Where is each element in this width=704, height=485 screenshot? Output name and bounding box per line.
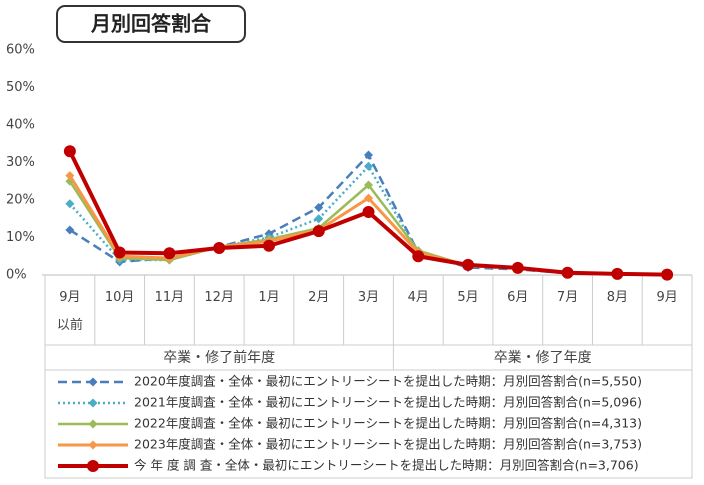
point [63, 145, 76, 158]
x-tick-label: 6月 [507, 290, 528, 305]
point [113, 246, 126, 259]
y-tick-label: 20% [6, 193, 35, 208]
x-tick-label: 8月 [607, 290, 628, 305]
legend-marker [88, 419, 98, 429]
legend-label: 2021年度調査・全体・最初にエントリーシートを提出した時期：月別回答割合(n=… [134, 395, 642, 410]
title-box [56, 5, 246, 43]
point [262, 239, 275, 252]
point [364, 193, 373, 203]
point [65, 171, 75, 181]
legend-box [44, 369, 693, 479]
point [65, 199, 75, 209]
point [561, 266, 574, 279]
point [364, 161, 373, 171]
legend-label: 今 年 度 調 査・全体・最初にエントリーシートを提出した時期：月別回答割合(n… [134, 458, 639, 473]
x-tick-label: 9月以前 [57, 290, 83, 333]
group-label: 卒業・修了前年度 [163, 349, 275, 366]
legend-label: 2022年度調査・全体・最初にエントリーシートを提出した時期：月別回答割合(n=… [134, 416, 642, 431]
legend-marker [88, 398, 98, 408]
x-tick-label: 11月 [155, 290, 185, 305]
point [661, 268, 674, 281]
point [65, 225, 75, 235]
chart-title: 月別回答割合 [90, 12, 212, 36]
point [462, 258, 475, 271]
y-tick-label: 0% [6, 268, 27, 283]
legend-label: 2023年度調査・全体・最初にエントリーシートを提出した時期：月別回答割合(n=… [134, 437, 642, 452]
y-tick-label: 50% [6, 80, 35, 95]
point [364, 180, 373, 190]
point [362, 206, 375, 218]
x-tick-label: 7月 [557, 290, 578, 305]
legend-marker [87, 460, 99, 472]
x-tick-label: 5月 [457, 290, 478, 305]
point [163, 247, 176, 260]
x-tick-label: 2月 [308, 290, 329, 305]
y-tick-label: 40% [6, 118, 35, 133]
x-tick-label: 10月 [105, 290, 135, 305]
group-label: 卒業・修了年度 [494, 350, 592, 366]
x-tick-label: 1月 [258, 290, 279, 305]
point [213, 242, 226, 254]
y-tick-label: 30% [6, 155, 35, 170]
point [312, 225, 325, 238]
point [364, 150, 373, 160]
point [511, 261, 524, 274]
y-tick-label: 10% [6, 230, 35, 245]
y-tick-label: 60% [6, 43, 35, 58]
point [611, 267, 624, 280]
point [314, 214, 324, 224]
legend-marker [88, 440, 98, 450]
x-tick-label: 4月 [408, 290, 429, 305]
legend-label: 2020年度調査・全体・最初にエントリーシートを提出した時期：月別回答割合(n=… [134, 374, 642, 389]
x-tick-label: 3月 [358, 290, 379, 305]
x-tick-label: 9月 [656, 290, 677, 305]
x-tick-label: 12月 [204, 290, 234, 305]
point [412, 250, 425, 263]
point [314, 203, 324, 212]
legend-marker [88, 377, 98, 387]
